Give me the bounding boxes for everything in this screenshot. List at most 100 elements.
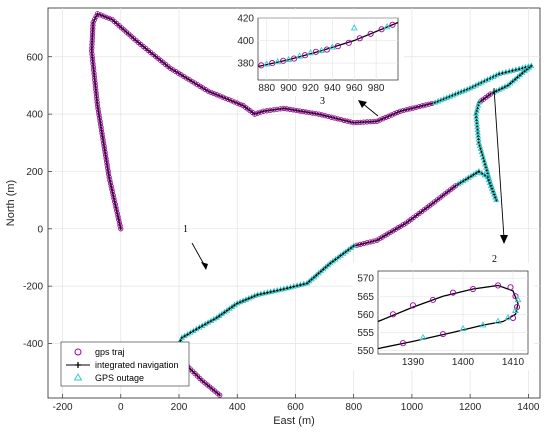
integrated-navigation-marker <box>433 200 437 204</box>
integrated-navigation-marker <box>334 257 337 261</box>
inset-y-tick-label: 555 <box>357 328 374 339</box>
gps-outage-marker <box>308 275 315 282</box>
legend-box <box>60 341 190 387</box>
gps-traj-marker <box>101 146 108 152</box>
integrated-navigation-marker <box>326 263 330 267</box>
gps-traj-marker <box>194 82 200 88</box>
gps-traj-marker <box>95 106 101 112</box>
integrated-navigation-marker <box>295 284 299 288</box>
integrated-navigation-marker <box>200 324 204 328</box>
integrated-navigation-marker <box>336 256 340 259</box>
gps-outage-marker <box>304 279 311 286</box>
gps-outage-marker <box>523 65 531 72</box>
gps-outage-marker <box>226 305 233 311</box>
gps-traj-marker <box>400 107 407 114</box>
gps-outage-marker <box>322 263 329 270</box>
integrated-navigation-marker <box>438 196 442 200</box>
gps-traj-marker <box>93 14 99 20</box>
inset-gps-traj-marker <box>399 340 407 347</box>
gps-traj-marker <box>186 77 192 83</box>
gps-outage-marker <box>242 296 250 302</box>
gps-outage-marker <box>196 324 203 330</box>
inset-gps-traj-marker <box>323 46 330 53</box>
gps-outage-marker <box>496 86 503 92</box>
gps-traj-marker <box>114 211 120 217</box>
gps-traj-marker <box>170 67 176 73</box>
x-tick-label: 400 <box>229 402 246 413</box>
gps-outage-marker <box>486 179 493 185</box>
gps-traj-marker <box>192 80 198 86</box>
gps-outage-marker <box>311 273 318 280</box>
gps-outage-marker <box>202 320 209 327</box>
x-tick-labels: -200 0 200 400 600 800 1000 1200 1400 <box>53 402 540 413</box>
gps-traj-marker <box>99 130 105 137</box>
inset-gps-outage-marker <box>285 55 293 62</box>
integrated-navigation-marker <box>511 79 515 83</box>
gps-traj-marker <box>416 103 422 110</box>
gps-traj-marker <box>220 94 226 100</box>
gps-outage-marker <box>327 259 334 266</box>
gps-outage-marker <box>210 315 218 322</box>
inset-x-tick-label: 1400 <box>452 357 475 368</box>
gps-outage-marker <box>496 70 503 77</box>
gps-traj-marker <box>234 100 240 106</box>
gps-outage-marker <box>218 310 226 317</box>
integrated-navigation-marker <box>324 265 328 269</box>
gps-traj-marker <box>98 127 105 134</box>
gps-traj-marker <box>117 223 123 229</box>
gps-traj-marker <box>277 106 284 112</box>
gps-traj-marker <box>252 111 258 117</box>
integrated-navigation-marker <box>233 303 237 307</box>
integrated-navigation-marker <box>299 283 302 287</box>
integrated-navigation-marker <box>209 319 213 323</box>
inset-x-tick-label: 980 <box>368 83 385 94</box>
trajectory-layer <box>89 11 535 398</box>
inset-x-tick-label: 900 <box>280 83 297 94</box>
integrated-navigation-marker <box>479 99 483 103</box>
integrated-navigation-marker <box>180 336 184 340</box>
gps-traj-marker <box>423 102 429 108</box>
inset-gps-outage-marker <box>307 49 314 56</box>
gps-traj-marker <box>392 226 399 232</box>
integrated-navigation-marker <box>225 309 229 312</box>
annotation-1: 1 <box>183 224 188 235</box>
gps-outage-marker <box>251 292 258 299</box>
integrated-navigation-marker <box>513 77 517 81</box>
integrated-navigation-marker <box>279 288 282 292</box>
inset-gps-traj-marker <box>378 26 385 33</box>
inset-gps-traj-marker <box>291 55 298 62</box>
integrated-navigation-marker <box>319 269 323 273</box>
gps-traj-marker <box>384 231 391 237</box>
inset-gps-traj-marker <box>429 296 437 303</box>
gps-traj-marker <box>388 112 395 118</box>
y-tick-label: -200 <box>23 282 43 293</box>
integrated-navigation-marker <box>347 248 350 252</box>
gps-outage-marker <box>489 187 497 194</box>
arrow-1-head <box>201 262 208 270</box>
inset-gps-traj-marker <box>449 289 457 296</box>
integrated-navigation-marker <box>339 254 343 257</box>
inset-y-tick-label: 550 <box>357 346 374 357</box>
inset-gps-outage-marker <box>419 333 427 341</box>
integrated-navigation-marker <box>446 190 450 194</box>
legend-gps-marker <box>74 348 82 356</box>
gps-traj-marker <box>237 101 243 107</box>
inset-gps-traj-marker <box>301 52 309 59</box>
inset-gps-traj-marker <box>345 39 352 46</box>
gps-traj-marker <box>260 108 267 114</box>
x-tick-label: 1000 <box>401 402 424 413</box>
gps-traj-marker <box>300 108 306 115</box>
x-tick-label: 1400 <box>517 402 540 413</box>
gps-traj-marker <box>407 106 413 112</box>
x-tick-label: -200 <box>53 402 73 413</box>
gps-outage-marker <box>465 174 472 180</box>
integrated-navigation-marker <box>527 66 531 70</box>
integrated-navigation-marker <box>262 291 266 295</box>
gps-traj-marker <box>344 118 350 124</box>
gps-traj-marker <box>113 204 119 211</box>
inset-gps-traj-marker <box>439 331 447 338</box>
gps-traj-marker <box>105 168 111 174</box>
gps-traj-marker <box>217 93 223 99</box>
gps-outage-marker <box>473 169 480 176</box>
